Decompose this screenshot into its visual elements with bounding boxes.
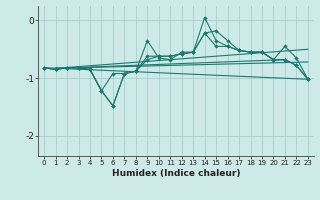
X-axis label: Humidex (Indice chaleur): Humidex (Indice chaleur) <box>112 169 240 178</box>
